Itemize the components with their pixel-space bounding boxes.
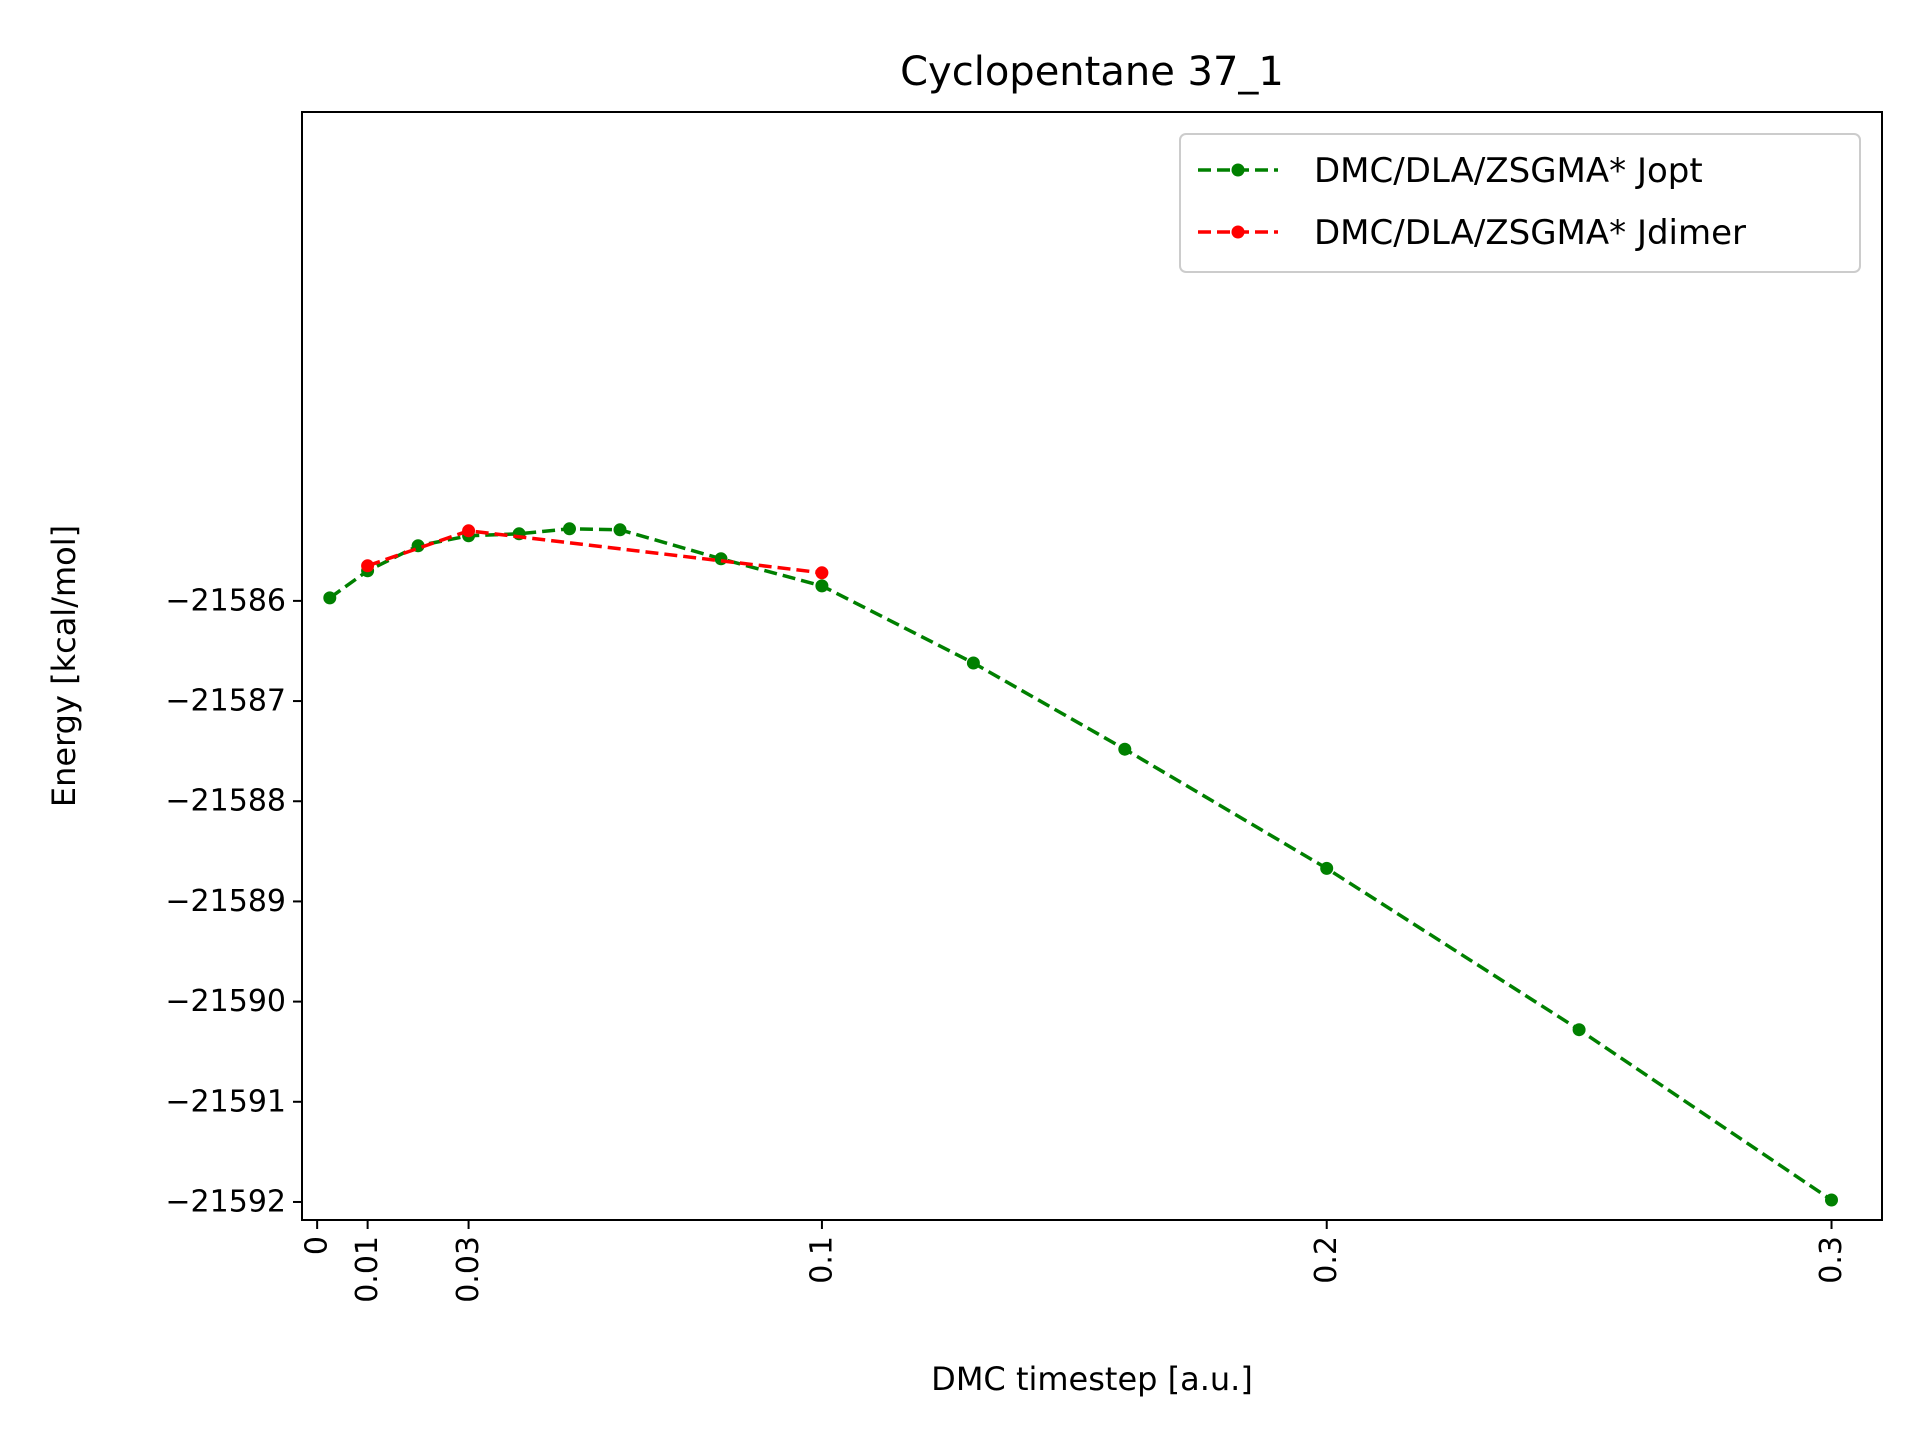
x-ticks: 0 0.01 0.03 0.1 0.2 0.3	[300, 1220, 1849, 1303]
data-point	[1320, 861, 1334, 875]
series-layer	[323, 522, 1838, 1207]
legend-entry-jdimer: DMC/DLA/ZSGMA* Jdimer	[1198, 213, 1746, 253]
series-line-0	[328, 527, 1833, 1202]
data-point	[815, 566, 829, 580]
y-tick-label: −21586	[165, 583, 286, 618]
data-point	[323, 591, 337, 605]
x-tick-label: 0.3	[1814, 1236, 1849, 1284]
y-tick-label: −21592	[165, 1184, 286, 1219]
data-point	[563, 522, 576, 536]
legend-marker-jdimer	[1231, 225, 1245, 239]
chart-title: Cyclopentane 37_1	[900, 49, 1284, 95]
data-point	[1572, 1023, 1586, 1037]
y-tick-label: −21589	[165, 884, 286, 919]
data-point	[462, 524, 476, 538]
x-tick-label: 0.2	[1309, 1236, 1344, 1284]
data-point	[613, 523, 627, 537]
legend: DMC/DLA/ZSGMA* Jopt DMC/DLA/ZSGMA* Jdime…	[1179, 133, 1861, 273]
data-point	[1825, 1193, 1838, 1207]
y-ticks: −21586 −21587 −21588 −21589 −21590 −21591 −215…	[165, 583, 302, 1219]
data-point	[714, 552, 728, 566]
legend-label-jdimer: DMC/DLA/ZSGMA* Jdimer	[1314, 213, 1746, 253]
legend-label-jopt: DMC/DLA/ZSGMA* Jopt	[1314, 151, 1703, 191]
data-point	[361, 559, 375, 573]
data-point	[966, 656, 980, 670]
y-tick-label: −21588	[165, 784, 286, 819]
x-tick-label: 0.1	[804, 1236, 839, 1284]
x-tick-label: 0.03	[451, 1236, 486, 1303]
y-tick-label: −21591	[165, 1084, 286, 1119]
y-tick-label: −21590	[165, 984, 286, 1019]
plot-frame	[301, 111, 1883, 1221]
data-point	[1118, 742, 1132, 756]
y-tick-label: −21587	[165, 684, 286, 719]
x-axis-title: DMC timestep [a.u.]	[931, 1360, 1253, 1398]
data-point	[815, 579, 829, 593]
legend-marker-jopt	[1231, 163, 1245, 177]
x-tick-label: 0.01	[350, 1236, 385, 1303]
legend-box	[1179, 133, 1861, 273]
y-axis-title: Energy [kcal/mol]	[45, 525, 83, 807]
legend-entry-jopt: DMC/DLA/ZSGMA* Jopt	[1198, 151, 1703, 191]
x-tick-label: 0	[300, 1236, 335, 1255]
